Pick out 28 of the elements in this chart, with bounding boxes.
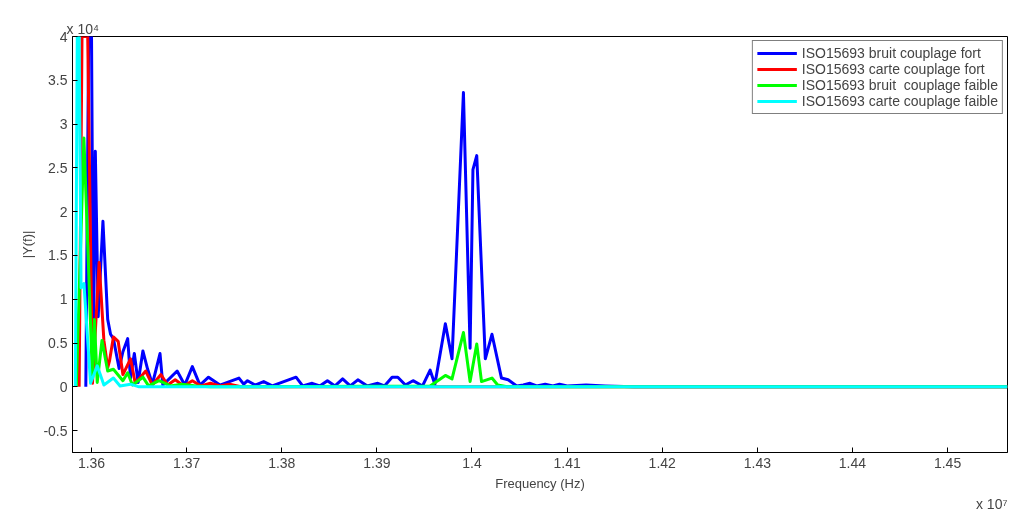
x-tick-label: 1.41 <box>553 454 581 471</box>
x-tick-label: 1.4 <box>462 454 482 471</box>
y-tick-label: -0.5 <box>43 422 68 439</box>
y-tick-label: 0 <box>59 378 68 395</box>
y-tick-label: 2.5 <box>48 159 68 176</box>
x-axis-title: Frequency (Hz) <box>495 475 585 491</box>
x-tick-label: 1.39 <box>363 454 391 471</box>
y-tick-label: 1 <box>59 291 68 308</box>
y-tick-label: 4 <box>59 28 68 45</box>
y-tick-label: 2 <box>59 203 68 220</box>
y-tick-label: 1.5 <box>48 247 68 264</box>
y-axis-title: |Y(f)| <box>20 230 36 259</box>
x-tick-label: 1.38 <box>268 454 296 471</box>
x-tick-label: 1.36 <box>77 454 106 471</box>
legend-label: ISO15693 bruit couplage fort <box>801 45 981 61</box>
x-tick-label: 1.44 <box>838 454 867 471</box>
text: x 10⁴ <box>66 20 99 37</box>
y-tick-label: 0.5 <box>48 335 68 352</box>
x-tick-label: 1.42 <box>648 454 677 471</box>
text: x 10⁷ <box>975 495 1008 511</box>
legend-label: ISO15693 carte couplage faible <box>801 93 998 109</box>
y-tick-label: 3.5 <box>48 72 68 89</box>
legend-label: ISO15693 carte couplage fort <box>801 61 985 77</box>
y-tick-label: 3 <box>59 116 68 133</box>
x-tick-label: 1.45 <box>933 454 962 471</box>
x-tick-label: 1.43 <box>743 454 772 471</box>
legend-label: ISO15693 bruit couplage faible <box>801 77 998 93</box>
x-tick-label: 1.37 <box>173 454 201 471</box>
